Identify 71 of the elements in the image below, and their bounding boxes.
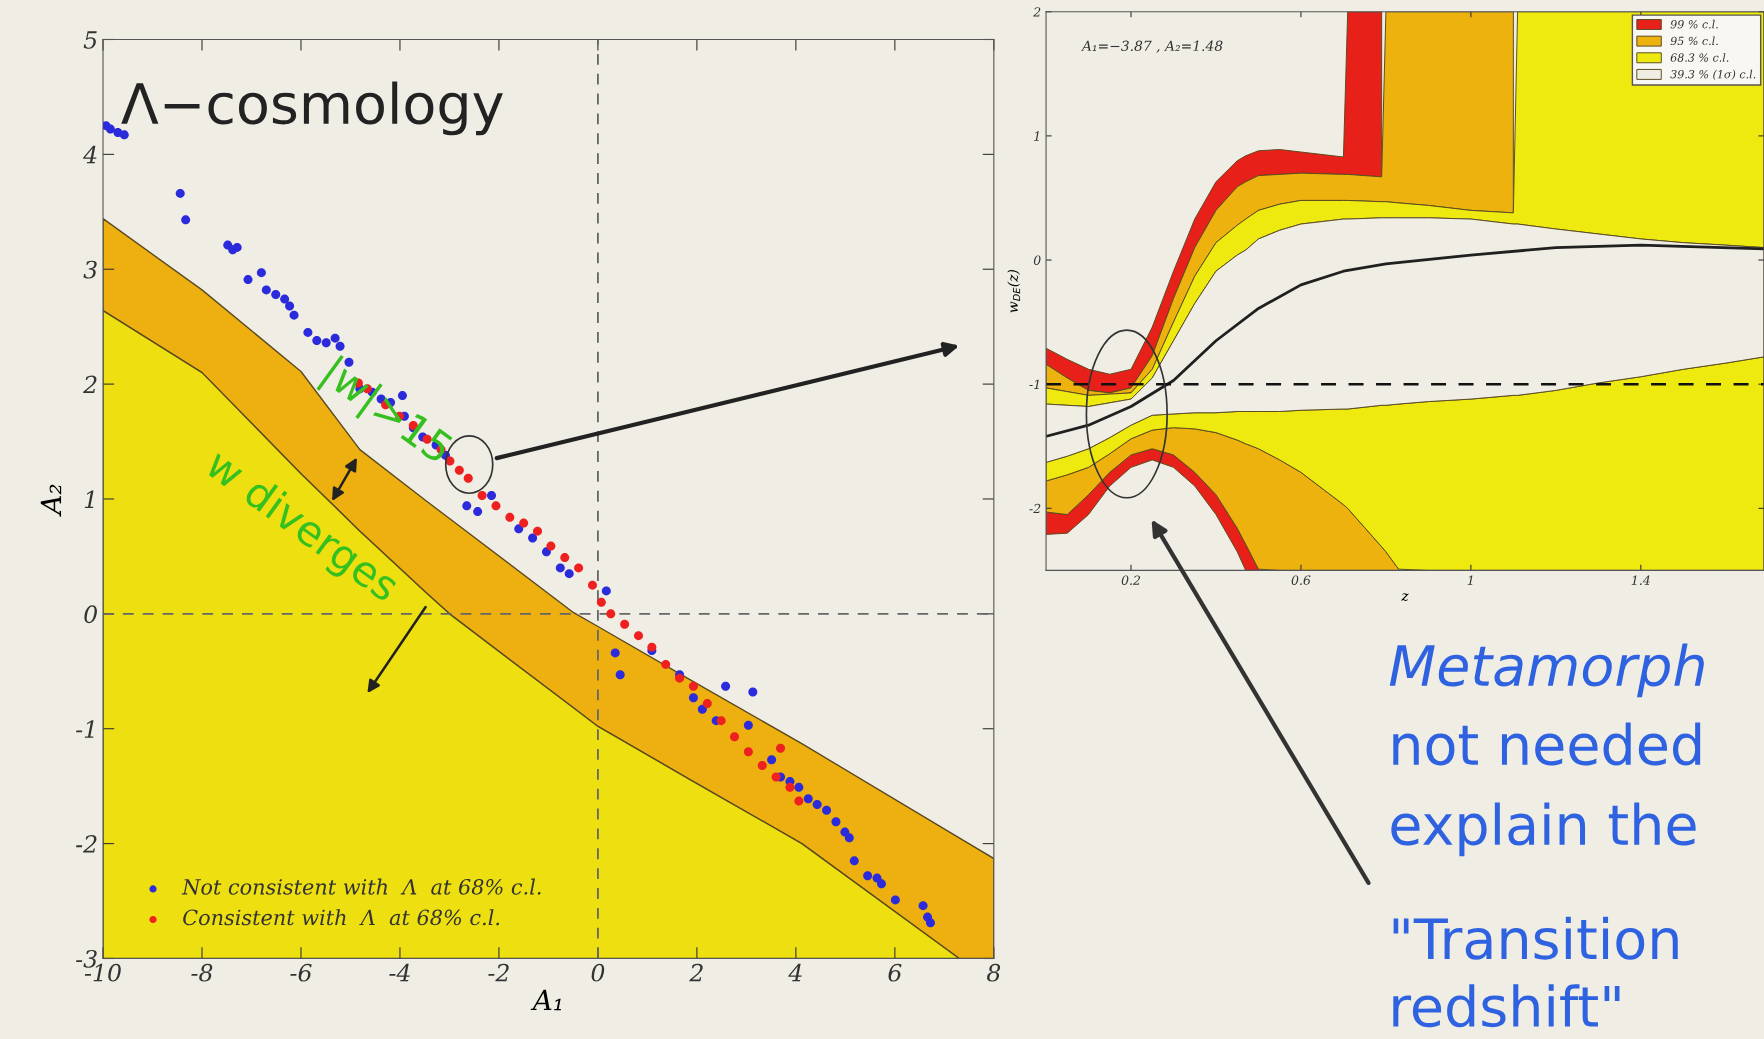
y-tick-label: 1 [84,490,94,508]
text: redshift" [1393,984,1620,1028]
point [574,563,584,573]
x-tick-label: 0.2 [1121,575,1141,585]
text: Metamorph [1389,643,1704,698]
point [477,491,487,501]
y-tick-label: 0 [84,605,97,624]
text: Λ−cosmology [121,81,503,136]
point [785,782,795,792]
y-tick-label: -1 [1029,379,1039,389]
x-tick-label: 1 [1467,575,1473,585]
x-tick-label: -6 [290,963,312,982]
point [702,698,712,708]
text: explain the [1391,802,1696,857]
point [634,631,643,641]
point [771,772,781,782]
point [491,501,501,511]
y-tick-label: 5 [83,31,97,49]
y-tick-label: -1 [76,720,94,738]
point [546,541,556,551]
y-axis-title: w$_{DE}$(z) [1007,269,1021,313]
x-axis-title: z [1401,593,1409,602]
legend-label: 99 % c.l. [1670,19,1718,29]
point [716,716,726,726]
x-tick-label: -8 [191,963,213,982]
point [596,597,606,607]
y-tick-label: 1 [1034,131,1039,141]
legend-label: 95 % c.l. [1670,36,1718,46]
x-tick-label: 6 [888,963,902,982]
x-tick-label: 8 [987,963,1001,982]
point [587,580,597,590]
legend-label: 68.3 % c.l. [1670,53,1729,62]
point [757,760,767,770]
line-series [1046,243,1764,438]
x-tick-label: 0.6 [1291,575,1311,585]
legend-label: Consistent with Λ at 68% c.l. [183,909,500,926]
text: not needed [1393,722,1701,766]
point [606,609,616,619]
point [743,747,753,757]
x-tick-label: 2 [689,963,703,982]
point [647,642,657,652]
legend-label: 39.3 % (1σ) c.l. [1670,69,1756,80]
x-tick-label: 4 [788,963,802,982]
annotation: A₁=−3.87 , A₂=1.48 [1080,40,1223,53]
point [620,619,630,629]
point [519,518,529,528]
y-tick-label: 2 [1033,7,1041,17]
y-axis-title: A₂ [40,484,62,517]
point [794,796,804,806]
text: "Transition [1393,916,1678,960]
y-tick-label: -2 [76,835,97,853]
x-tick-label: 1.4 [1631,575,1650,585]
point [505,512,515,522]
point [776,743,786,753]
x-tick-label: 0 [591,963,605,982]
y-tick-label: 2 [83,375,97,394]
y-tick-label: 4 [83,145,97,164]
point [463,473,473,483]
x-tick-label: -2 [488,963,509,982]
x-tick-label: -4 [389,963,410,982]
y-tick-label: 3 [83,260,97,279]
point [661,659,671,669]
x-axis-title: A₁ [530,989,561,1011]
legend-label: Not consistent with Λ at 68% c.l. [181,878,541,895]
y-tick-label: -2 [1029,503,1041,514]
y-tick-label: 0 [1033,255,1041,265]
point [688,681,698,691]
point [730,732,740,742]
point [533,526,543,536]
point [454,465,464,475]
point [560,553,570,563]
